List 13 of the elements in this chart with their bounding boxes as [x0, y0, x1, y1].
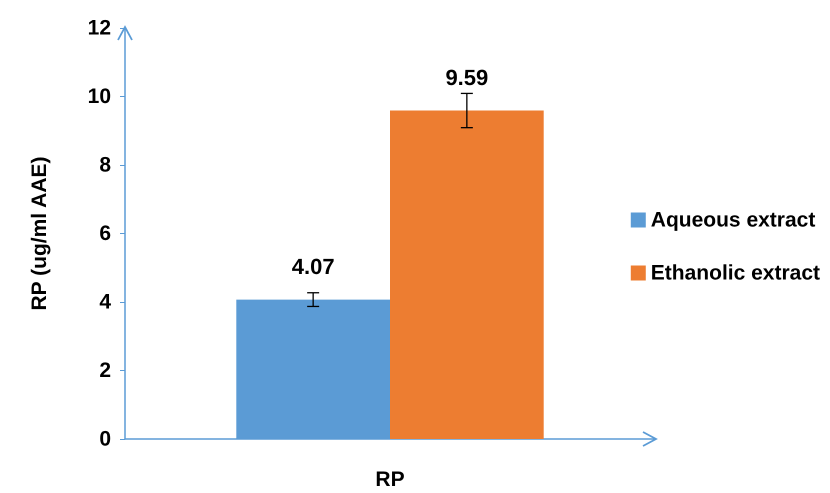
y-tick-label: 12: [88, 16, 111, 40]
legend-label: Ethanolic extract: [650, 262, 820, 284]
x-tick-label: RP: [375, 468, 405, 491]
legend-label: Aqueous extract: [650, 208, 816, 232]
y-tick-label: 0: [99, 428, 111, 450]
y-tick-label: 2: [99, 359, 111, 382]
y-tick-label: 8: [99, 154, 112, 176]
y-axis-title: RP (ug/ml AAE): [28, 156, 51, 311]
data-label: 4.07: [292, 254, 335, 280]
data-label: 9.59: [445, 65, 488, 90]
y-tick-label: 10: [88, 85, 111, 108]
y-tick-label: 4: [99, 290, 112, 314]
y-tick-label: 6: [99, 222, 111, 245]
